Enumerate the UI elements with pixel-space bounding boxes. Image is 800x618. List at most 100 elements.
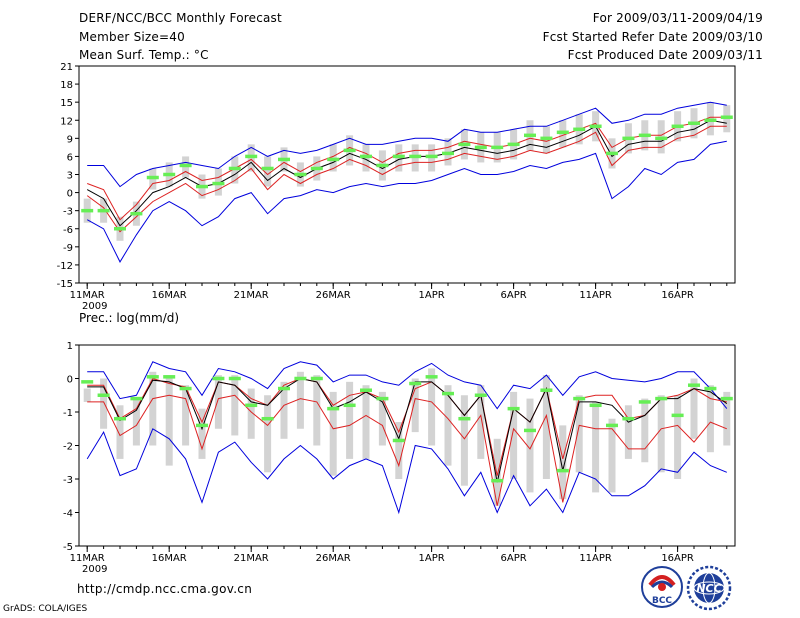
prec-ytick-label: -1 bbox=[63, 408, 73, 419]
prec-spread-box bbox=[329, 391, 337, 476]
temp-xtick-label: 21MAR bbox=[234, 290, 269, 301]
prec-spread-box bbox=[411, 378, 419, 433]
temp-ytick-label: 18 bbox=[60, 80, 73, 91]
prec-mean-line bbox=[87, 377, 728, 483]
temp-xtick-label: 16APR bbox=[661, 290, 694, 301]
prec-spread-box bbox=[674, 395, 682, 479]
temp-spread-box bbox=[264, 156, 272, 187]
temp-ensemble-min-line bbox=[86, 140, 727, 263]
prec-spread-box bbox=[132, 398, 140, 446]
variable-temperature-label: Mean Surf. Temp.: °C bbox=[79, 48, 209, 62]
prec-spread-box bbox=[624, 405, 632, 459]
prec-spread-box bbox=[477, 385, 485, 459]
temp-ytick-label: -15 bbox=[57, 279, 73, 290]
prec-spread-box bbox=[378, 391, 386, 446]
prec-spread-box bbox=[723, 391, 731, 446]
forecast-produced-date-label: Fcst Produced Date 2009/03/11 bbox=[567, 48, 763, 62]
prec-spread-box bbox=[149, 371, 157, 446]
prec-spread-box bbox=[100, 378, 108, 429]
prec-spread-box bbox=[116, 405, 124, 459]
prec-spread-box bbox=[460, 395, 468, 486]
temp-chart: -15 -12 -9 -6 -3 0 3 6 9 12 15 18 21 11MAR 16MAR 21MAR 2… bbox=[57, 62, 736, 312]
member-size-label: Member Size=40 bbox=[79, 30, 185, 44]
prec-spread-box bbox=[395, 422, 403, 479]
prec-xtick-label: 16APR bbox=[661, 553, 694, 564]
temp-ytick-label: 12 bbox=[60, 116, 73, 127]
temp-lower-line bbox=[86, 125, 727, 233]
prec-spread-box bbox=[313, 375, 321, 446]
prec-xtick-label: 11APR bbox=[579, 553, 612, 564]
prec-spread-box bbox=[182, 385, 190, 446]
prec-spread-box bbox=[493, 438, 501, 506]
grads-credit: GrADS: COLA/IGES bbox=[3, 604, 88, 614]
prec-ensemble-min-line bbox=[86, 428, 727, 515]
prec-lower-line bbox=[87, 394, 727, 506]
prec-spread-box bbox=[83, 388, 91, 402]
temp-ytick-label: -9 bbox=[63, 243, 73, 254]
temp-ytick-label: -12 bbox=[57, 261, 73, 272]
forecast-period-label: For 2009/03/11-2009/04/19 bbox=[592, 11, 763, 25]
prec-ytick-label: -2 bbox=[63, 442, 73, 453]
temp-ytick-label: 15 bbox=[60, 98, 73, 109]
prec-spread-box bbox=[231, 375, 239, 436]
prec-spread-box bbox=[280, 381, 288, 439]
prec-spread-box bbox=[198, 408, 206, 459]
temp-upper-line bbox=[87, 116, 727, 221]
ncc-logo-text: NCC bbox=[696, 582, 721, 595]
prec-spread-box bbox=[657, 395, 665, 473]
bcc-logo-text: BCC bbox=[652, 596, 672, 606]
prec-spread-box bbox=[575, 395, 583, 473]
prec-spread-box bbox=[362, 385, 370, 459]
temp-xtick-label: 11MAR bbox=[70, 290, 105, 301]
temp-ytick-label: 0 bbox=[67, 189, 73, 200]
prec-spread-box bbox=[690, 378, 698, 439]
prec-spread-box bbox=[214, 375, 222, 429]
prec-ytick-label: 1 bbox=[67, 341, 73, 352]
prec-spread-box bbox=[264, 395, 272, 473]
temp-ytick-label: 21 bbox=[60, 62, 73, 73]
forecast-start-date-label: Fcst Started Refer Date 2009/03/10 bbox=[542, 30, 763, 44]
prec-spread-box bbox=[296, 371, 304, 429]
prec-spread-box bbox=[526, 398, 534, 493]
prec-chart: Prec.: log(mm/d) -5 -4 -3 -2 -1 0 1 11MAR 16MAR 21… bbox=[63, 311, 736, 575]
prec-xtick-label: 21MAR bbox=[234, 553, 269, 564]
prec-spread-box bbox=[444, 385, 452, 466]
source-url[interactable]: http://cmdp.ncc.cma.gov.cn bbox=[77, 582, 253, 596]
temp-ytick-label: -6 bbox=[63, 225, 73, 236]
prec-xtick-label: 1APR bbox=[419, 553, 445, 564]
prec-xtick-label: 11MAR bbox=[70, 553, 105, 564]
temp-xtick-label: 16MAR bbox=[152, 290, 187, 301]
temp-xtick-label: 6APR bbox=[501, 290, 527, 301]
prec-xtick-label: 26MAR bbox=[316, 553, 351, 564]
bcc-logo: BCC bbox=[641, 566, 683, 608]
temp-xtick-label: 11APR bbox=[579, 290, 612, 301]
temp-ytick-label: 9 bbox=[67, 134, 73, 145]
prec-spread-box bbox=[608, 418, 616, 493]
temp-ytick-label: -3 bbox=[63, 207, 73, 218]
prec-ytick-label: -3 bbox=[63, 475, 73, 486]
chart-title: DERF/NCC/BCC Monthly Forecast bbox=[79, 11, 282, 25]
prec-plot-frame bbox=[78, 344, 736, 547]
prec-ensemble-max-line bbox=[87, 361, 728, 410]
prec-spread-box bbox=[247, 388, 255, 439]
prec-spread-box bbox=[641, 398, 649, 463]
prec-spread-box bbox=[592, 401, 600, 493]
temp-ytick-label: 6 bbox=[67, 152, 73, 163]
temp-year-label: 2009 bbox=[82, 301, 107, 312]
temp-xtick-label: 1APR bbox=[419, 290, 445, 301]
prec-xtick-label: 16MAR bbox=[152, 553, 187, 564]
temp-plot-frame bbox=[78, 65, 736, 284]
temp-xtick-label: 26MAR bbox=[316, 290, 351, 301]
ncc-logo: NCC bbox=[686, 565, 732, 611]
prec-spread-box bbox=[542, 375, 550, 479]
prec-ytick-label: 0 bbox=[67, 375, 73, 386]
prec-year-label: 2009 bbox=[82, 564, 107, 575]
prec-spread-box bbox=[346, 381, 354, 459]
prec-spread-box bbox=[428, 368, 436, 446]
prec-chart-title: Prec.: log(mm/d) bbox=[79, 311, 179, 325]
temp-mean-line bbox=[86, 119, 727, 227]
temp-ensemble-max-line bbox=[87, 101, 727, 188]
prec-spread-box bbox=[165, 375, 173, 466]
temp-ytick-label: 3 bbox=[67, 171, 73, 182]
